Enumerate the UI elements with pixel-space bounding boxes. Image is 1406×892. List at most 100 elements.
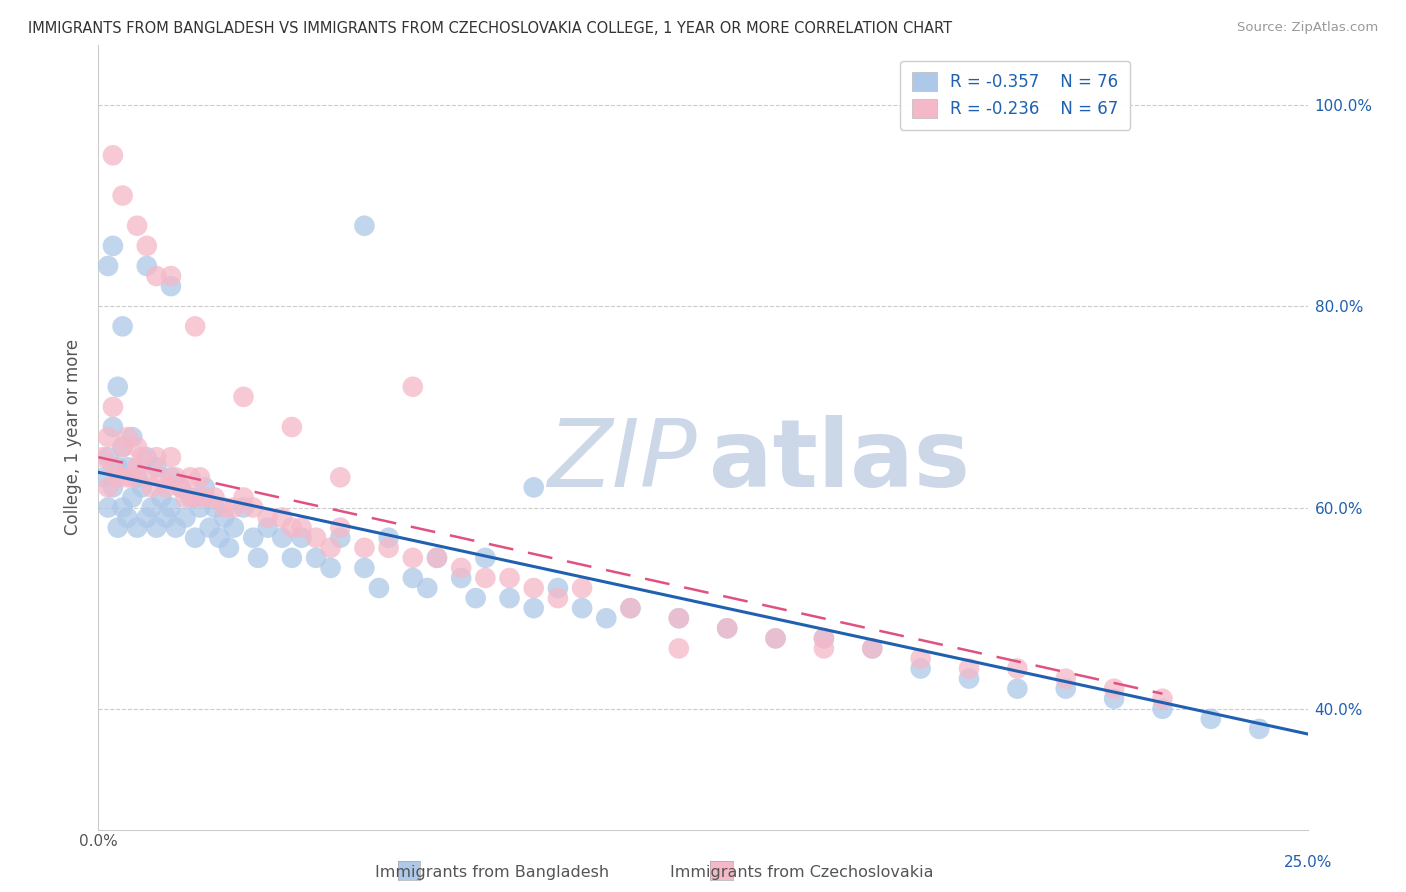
- Point: [716, 621, 738, 635]
- Point: [860, 641, 883, 656]
- Point: [957, 661, 980, 675]
- Point: [247, 550, 270, 565]
- Point: [165, 521, 187, 535]
- Point: [353, 561, 375, 575]
- Point: [160, 279, 183, 293]
- Point: [101, 239, 124, 253]
- Point: [127, 460, 149, 475]
- Point: [450, 561, 472, 575]
- Point: [174, 510, 197, 524]
- Point: [184, 531, 207, 545]
- Point: [111, 440, 134, 454]
- Point: [329, 470, 352, 484]
- Point: [121, 470, 143, 484]
- Point: [716, 621, 738, 635]
- Point: [765, 632, 787, 646]
- Point: [1054, 681, 1077, 696]
- Point: [305, 550, 328, 565]
- Point: [281, 420, 304, 434]
- Text: Immigrants from Czechoslovakia: Immigrants from Czechoslovakia: [669, 865, 934, 880]
- Point: [179, 470, 201, 484]
- Point: [242, 500, 264, 515]
- Point: [1007, 681, 1029, 696]
- Point: [242, 531, 264, 545]
- Point: [145, 521, 167, 535]
- Point: [426, 550, 449, 565]
- Point: [668, 611, 690, 625]
- Point: [368, 581, 391, 595]
- Point: [127, 521, 149, 535]
- Point: [305, 531, 328, 545]
- Point: [547, 581, 569, 595]
- Point: [160, 500, 183, 515]
- Point: [107, 521, 129, 535]
- Point: [145, 268, 167, 283]
- Point: [218, 541, 240, 555]
- Point: [290, 521, 312, 535]
- Point: [319, 561, 342, 575]
- Point: [184, 491, 207, 505]
- Point: [127, 470, 149, 484]
- Text: atlas: atlas: [709, 415, 970, 507]
- Point: [668, 641, 690, 656]
- Point: [97, 259, 120, 273]
- Point: [160, 450, 183, 465]
- Point: [353, 219, 375, 233]
- Point: [97, 450, 120, 465]
- Point: [97, 500, 120, 515]
- Point: [188, 470, 211, 484]
- Point: [474, 571, 496, 585]
- Point: [498, 571, 520, 585]
- Point: [160, 470, 183, 484]
- Point: [281, 521, 304, 535]
- Point: [101, 400, 124, 414]
- Point: [131, 480, 153, 494]
- Point: [957, 672, 980, 686]
- Point: [1199, 712, 1222, 726]
- Point: [101, 148, 124, 162]
- Point: [111, 440, 134, 454]
- Point: [188, 500, 211, 515]
- Point: [135, 470, 157, 484]
- Point: [571, 601, 593, 615]
- Point: [179, 491, 201, 505]
- Point: [222, 500, 245, 515]
- Point: [97, 480, 120, 494]
- Point: [426, 550, 449, 565]
- Text: Immigrants from Bangladesh: Immigrants from Bangladesh: [375, 865, 609, 880]
- Point: [232, 500, 254, 515]
- Point: [271, 510, 294, 524]
- Point: [813, 641, 835, 656]
- Point: [194, 480, 217, 494]
- Point: [232, 390, 254, 404]
- Point: [117, 510, 139, 524]
- Point: [1102, 691, 1125, 706]
- Point: [595, 611, 617, 625]
- Point: [668, 611, 690, 625]
- Point: [910, 661, 932, 675]
- Text: IMMIGRANTS FROM BANGLADESH VS IMMIGRANTS FROM CZECHOSLOVAKIA COLLEGE, 1 YEAR OR : IMMIGRANTS FROM BANGLADESH VS IMMIGRANTS…: [28, 21, 952, 36]
- Point: [329, 531, 352, 545]
- Point: [290, 531, 312, 545]
- Point: [402, 380, 425, 394]
- Point: [523, 581, 546, 595]
- Point: [145, 460, 167, 475]
- Point: [135, 510, 157, 524]
- Point: [204, 491, 226, 505]
- Point: [117, 430, 139, 444]
- Legend: R = -0.357    N = 76, R = -0.236    N = 67: R = -0.357 N = 76, R = -0.236 N = 67: [900, 61, 1130, 129]
- Point: [416, 581, 439, 595]
- Point: [329, 521, 352, 535]
- Point: [91, 450, 114, 465]
- Point: [97, 430, 120, 444]
- Point: [1102, 681, 1125, 696]
- Point: [765, 632, 787, 646]
- Point: [212, 500, 235, 515]
- Point: [127, 219, 149, 233]
- Point: [107, 380, 129, 394]
- Point: [523, 480, 546, 494]
- Point: [281, 550, 304, 565]
- Point: [232, 491, 254, 505]
- Point: [474, 550, 496, 565]
- Point: [174, 491, 197, 505]
